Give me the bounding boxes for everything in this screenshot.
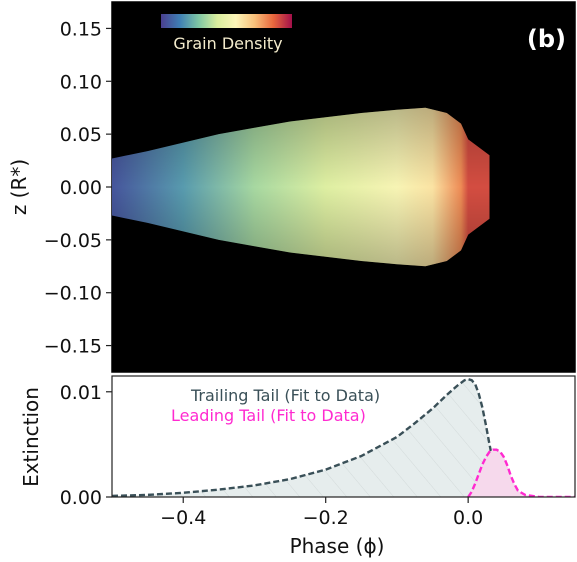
panel-label: (b): [527, 25, 566, 53]
xlabel: Phase (ϕ): [290, 534, 385, 558]
xtick-label: 0.0: [453, 507, 483, 529]
bottom-ytick-label: 0.00: [60, 487, 102, 509]
series-fill-1: [468, 449, 575, 497]
top-ytick-label: 0.10: [60, 71, 102, 93]
legend-leading-tail: Leading Tail (Fit to Data): [171, 406, 366, 425]
top-ytick-label: 0.00: [60, 177, 102, 199]
extinction-plot-frame: [111, 375, 576, 498]
cloud-shading: [112, 107, 490, 267]
x-axis: −0.4 −0.2 0.0: [160, 497, 483, 529]
series-hatch-0: [112, 379, 504, 497]
top-ytick-label: 0.15: [60, 18, 102, 40]
xtick-label: −0.4: [160, 507, 206, 529]
bottom-ylabel: Extinction: [19, 387, 43, 487]
colorbar: [161, 14, 292, 28]
xtick-label: −0.2: [303, 507, 349, 529]
bottom-y-axis: 0.00 0.01: [60, 382, 112, 509]
grain-density-cloud: [112, 107, 490, 267]
colorbar-label: Grain Density: [173, 34, 282, 53]
series-line-1: [467, 448, 575, 497]
top-y-axis: 0.15 0.10 0.05 0.00 −0.05 −0.10 −0.15: [44, 18, 112, 358]
bottom-panel: 0.00 0.01 −0.4 −0.2 0.0 Extinction Phase (ϕ…: [19, 375, 576, 558]
extinction-curves: [112, 377, 575, 497]
legend: Trailing Tail (Fit to Data) Leading Tail…: [171, 386, 380, 425]
top-panel: 0.15 0.10 0.05 0.00 −0.05 −0.10 −0.15 z (R*) G…: [7, 1, 576, 373]
series-line-0: [112, 377, 505, 497]
top-ytick-label: 0.05: [60, 124, 102, 146]
top-ytick-label: −0.15: [44, 336, 102, 358]
top-ytick-label: −0.10: [44, 283, 102, 305]
bottom-ytick-label: 0.01: [60, 382, 102, 404]
legend-trailing-tail: Trailing Tail (Fit to Data): [190, 386, 380, 405]
top-ylabel: z (R*): [7, 159, 31, 215]
top-ytick-label: −0.05: [44, 230, 102, 252]
